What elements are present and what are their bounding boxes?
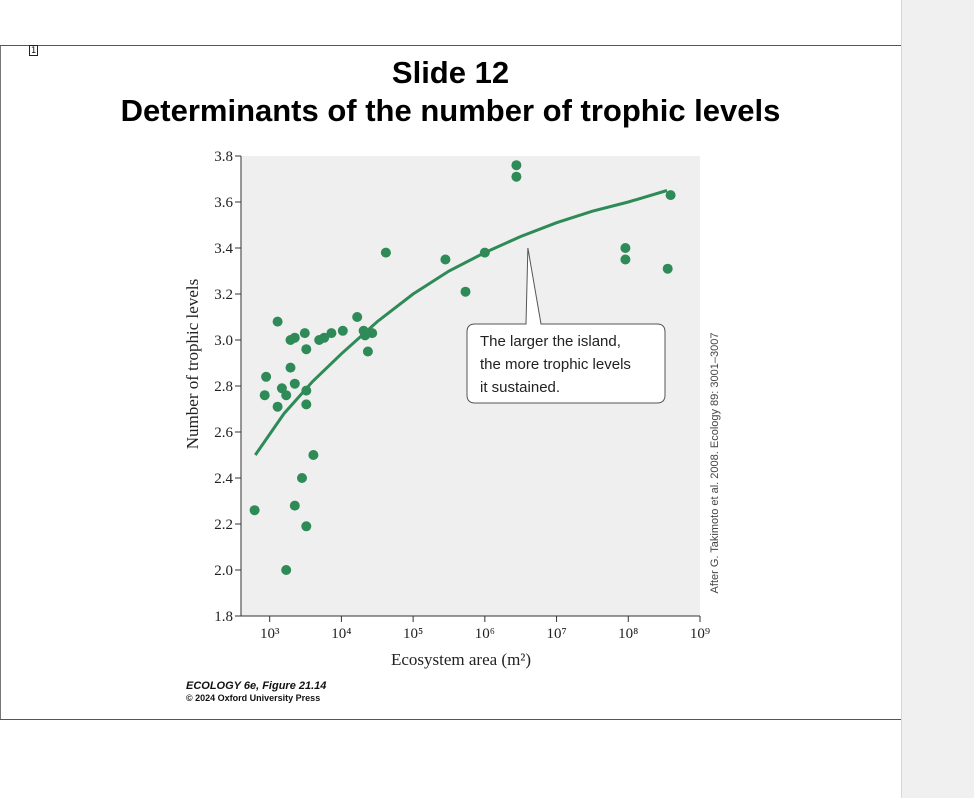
data-point [301, 521, 312, 532]
data-point [297, 473, 307, 483]
callout-line-3: it sustained. [480, 379, 560, 396]
data-points [249, 160, 676, 575]
trend-curve [254, 189, 668, 456]
scatter-chart: 1.8 2.0 2.2 2.4 2.6 2.8 3.0 3.2 3.4 3.6 3.8 10³ 10⁴… [183, 149, 721, 669]
data-point [272, 401, 283, 412]
data-point [460, 286, 471, 297]
page-number-marker[interactable]: 1 [29, 45, 38, 56]
data-point [352, 312, 363, 322]
slide-title-line1: Slide 12 [391, 55, 510, 90]
y-tick-label: 2.6 [214, 425, 233, 441]
x-tick-label: 10⁹ [690, 626, 710, 642]
data-point [367, 328, 378, 339]
data-point [662, 263, 673, 274]
data-point [326, 328, 337, 339]
annotation-callout: The larger the island, the more trophic … [466, 247, 666, 404]
y-tick-label: 1.8 [214, 609, 233, 625]
data-point [665, 190, 676, 201]
y-tick-label: 3.8 [214, 149, 233, 165]
data-point [272, 316, 283, 327]
copyright-notice: © 2024 Oxford University Press [186, 693, 321, 703]
y-tick-label: 3.2 [214, 287, 233, 303]
data-point [299, 328, 310, 339]
viewer-side-panel [901, 0, 974, 798]
data-point [259, 390, 270, 401]
y-tick-label: 3.6 [214, 195, 233, 211]
slide-title: Slide 12 Determinants of the number of t… [0, 54, 901, 130]
data-point [301, 385, 312, 396]
data-point [289, 500, 300, 511]
data-point [362, 346, 373, 357]
y-tick-label: 2.4 [214, 471, 233, 487]
y-tick-label: 2.2 [214, 517, 233, 533]
callout-line-2: the more trophic levels [480, 356, 631, 373]
data-point [285, 362, 296, 373]
y-axis-title: Number of trophic levels [183, 279, 202, 449]
slide-title-line2: Determinants of the number of trophic le… [120, 93, 781, 128]
data-point [249, 505, 260, 516]
figure-caption: ECOLOGY 6e, Figure 21.14 © 2024 Oxford U… [186, 680, 326, 704]
y-axis-ticks: 1.8 2.0 2.2 2.4 2.6 2.8 3.0 3.2 3.4 3.6 3.8 [214, 149, 241, 625]
data-point [620, 254, 631, 265]
x-tick-label: 10⁴ [331, 626, 351, 642]
page-left-border [0, 46, 1, 719]
y-tick-label: 3.4 [214, 241, 233, 257]
data-point [319, 332, 330, 343]
data-point [289, 332, 300, 343]
x-axis-ticks: 10³ 10⁴ 10⁵ 10⁶ 10⁷ 10⁸ 10⁹ [260, 616, 710, 642]
callout-line-1: The larger the island, [480, 333, 621, 350]
x-tick-label: 10⁸ [618, 626, 638, 642]
data-point [479, 247, 490, 258]
x-tick-label: 10³ [260, 626, 280, 642]
figure-reference: ECOLOGY 6e, Figure 21.14 [186, 680, 327, 692]
x-tick-label: 10⁷ [546, 626, 566, 642]
data-point [281, 390, 292, 401]
data-point [380, 247, 391, 258]
data-point [308, 450, 319, 460]
page-top-border [0, 45, 901, 46]
x-tick-label: 10⁶ [475, 626, 495, 642]
data-point [289, 378, 300, 389]
data-point [511, 160, 522, 171]
callout-bubble [466, 247, 666, 404]
data-point [620, 243, 631, 253]
data-point [440, 254, 451, 265]
data-point [261, 371, 272, 382]
data-point [281, 565, 292, 575]
page-bottom-border [0, 719, 901, 720]
source-credit: After G. Takimoto et al. 2008. Ecology 8… [709, 333, 721, 594]
data-point [301, 344, 312, 355]
y-tick-label: 3.0 [214, 333, 233, 349]
x-tick-label: 10⁵ [403, 626, 423, 642]
data-point [337, 325, 348, 336]
x-axis-title: Ecosystem area (m²) [391, 650, 531, 669]
data-point [301, 399, 312, 410]
y-tick-label: 2.0 [214, 563, 233, 579]
data-point [511, 171, 522, 182]
y-tick-label: 2.8 [214, 379, 233, 395]
